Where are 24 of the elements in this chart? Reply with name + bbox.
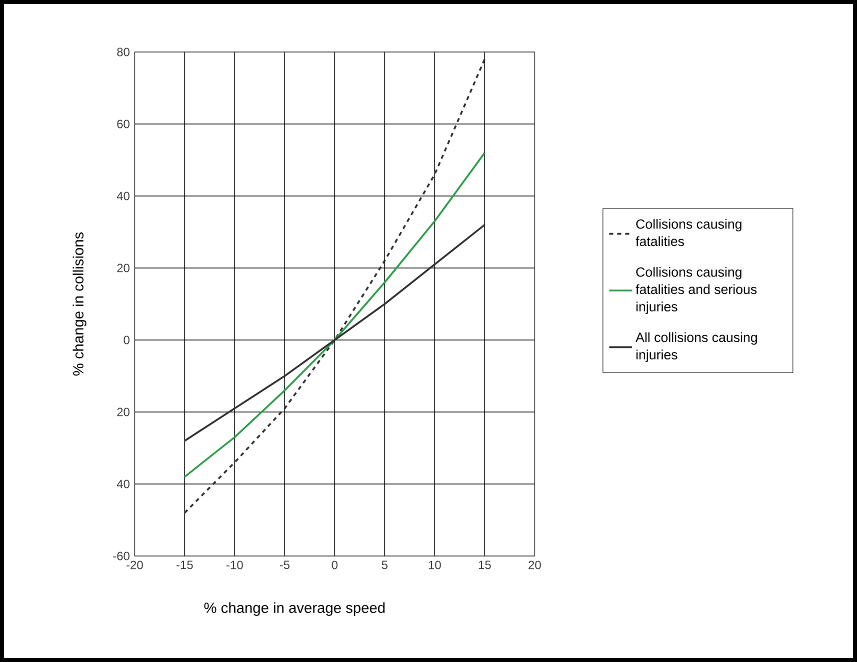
line-series <box>184 58 486 514</box>
line-series <box>184 152 486 478</box>
y-tick-label: 40 <box>116 480 130 488</box>
legend-label: All collisions causing injuries <box>636 332 757 362</box>
x-axis-title: % change in average speed <box>204 602 385 616</box>
x-tick-label: 5 <box>382 560 388 570</box>
y-tick-label: 40 <box>116 192 130 200</box>
legend-label: Collisions causing fatalities <box>636 218 742 246</box>
y-axis-title: % change in collisions <box>72 232 86 376</box>
y-tick-label: 20 <box>117 264 130 272</box>
x-tick-label: -15 <box>176 560 193 570</box>
y-tick-label: 20 <box>117 408 130 416</box>
y-tick-label: 80 <box>117 48 130 56</box>
x-tick-label: -20 <box>126 560 143 570</box>
x-tick-label: 20 <box>528 560 541 570</box>
x-tick-label: -10 <box>226 560 243 570</box>
y-tick-label: 60 <box>117 120 130 128</box>
y-tick-label: -60 <box>113 552 130 560</box>
y-tick-label: 0 <box>124 336 130 344</box>
x-tick-label: 10 <box>428 560 441 570</box>
legend-label: Collisions causing fatalities and serious injuries <box>636 266 757 314</box>
x-tick-label: 0 <box>332 560 338 570</box>
x-tick-label: -5 <box>280 560 290 570</box>
x-tick-label: 15 <box>478 560 491 570</box>
